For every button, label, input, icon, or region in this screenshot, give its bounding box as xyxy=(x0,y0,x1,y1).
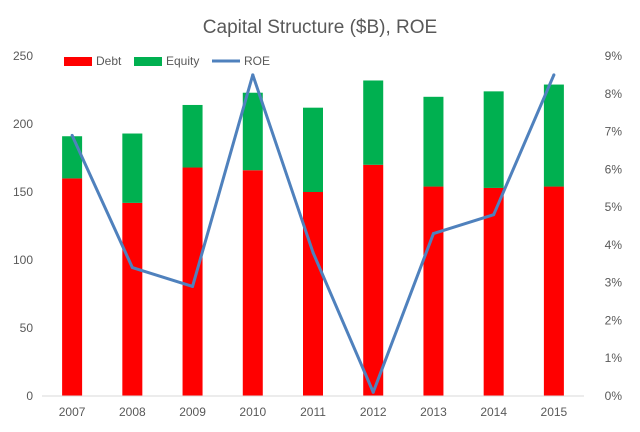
bars-layer xyxy=(62,80,564,396)
bar-equity-2007 xyxy=(62,136,83,179)
x-tick-label: 2013 xyxy=(420,405,447,419)
bar-debt-2013 xyxy=(423,186,444,396)
left-tick-label: 200 xyxy=(13,117,33,131)
bar-debt-2011 xyxy=(303,192,323,396)
bar-equity-2013 xyxy=(423,96,444,187)
bar-equity-2014 xyxy=(483,91,504,188)
right-tick-label: 7% xyxy=(605,125,623,139)
roe-point-2015 xyxy=(552,73,556,77)
chart-title: Capital Structure ($B), ROE xyxy=(203,17,437,38)
roe-point-2009 xyxy=(191,284,195,288)
right-tick-label: 9% xyxy=(605,49,623,63)
right-tick-label: 6% xyxy=(605,162,623,176)
roe-point-2013 xyxy=(431,232,435,236)
left-tick-label: 50 xyxy=(20,321,34,335)
bar-debt-2010 xyxy=(242,170,263,396)
bar-equity-2011 xyxy=(303,107,323,192)
x-tick-label: 2008 xyxy=(119,405,146,419)
right-tick-label: 4% xyxy=(605,238,623,252)
roe-line-layer xyxy=(70,73,556,394)
x-tick-label: 2009 xyxy=(179,405,206,419)
legend-label-debt: Debt xyxy=(96,54,122,68)
bar-debt-2015 xyxy=(543,186,564,396)
x-tick-label: 2012 xyxy=(360,405,387,419)
left-tick-label: 0 xyxy=(26,389,33,403)
x-tick-label: 2007 xyxy=(59,405,86,419)
left-axis-ticks: 0 50 100 150 200 250 xyxy=(13,49,33,403)
right-axis-ticks: 0% 1% 2% 3% 4% 5% 6% 7% 8% 9% xyxy=(605,49,623,403)
left-tick-label: 100 xyxy=(13,253,33,267)
legend-swatch-debt xyxy=(64,57,92,66)
left-tick-label: 250 xyxy=(13,49,33,63)
right-tick-label: 3% xyxy=(605,276,623,290)
legend-swatch-equity xyxy=(134,57,162,66)
x-tick-label: 2011 xyxy=(300,405,326,419)
bar-debt-2014 xyxy=(483,187,504,396)
right-tick-label: 0% xyxy=(605,389,623,403)
right-tick-label: 2% xyxy=(605,313,623,327)
x-tick-label: 2010 xyxy=(239,405,266,419)
bar-debt-2008 xyxy=(122,202,143,396)
bar-equity-2009 xyxy=(182,104,203,168)
x-tick-label: 2014 xyxy=(480,405,507,419)
legend: Debt Equity ROE xyxy=(64,54,270,68)
roe-point-2007 xyxy=(70,133,74,137)
bar-equity-2010 xyxy=(242,92,263,171)
bar-equity-2008 xyxy=(122,133,143,203)
right-tick-label: 1% xyxy=(605,351,623,365)
roe-point-2012 xyxy=(371,390,375,394)
x-tick-label: 2015 xyxy=(541,405,568,419)
bar-equity-2015 xyxy=(543,84,564,187)
roe-point-2011 xyxy=(311,250,315,254)
legend-label-roe: ROE xyxy=(244,54,270,68)
x-axis-ticks: 2007 2008 2009 2010 2011 2012 2013 2014 2015 xyxy=(59,405,568,419)
roe-point-2008 xyxy=(130,266,134,270)
legend-label-equity: Equity xyxy=(166,54,199,68)
right-tick-label: 5% xyxy=(605,200,623,214)
bar-equity-2012 xyxy=(363,80,384,165)
roe-point-2010 xyxy=(251,73,255,77)
left-tick-label: 150 xyxy=(13,185,33,199)
roe-point-2014 xyxy=(492,213,496,217)
bar-debt-2012 xyxy=(363,164,384,396)
bar-debt-2007 xyxy=(62,178,83,396)
right-tick-label: 8% xyxy=(605,87,623,101)
